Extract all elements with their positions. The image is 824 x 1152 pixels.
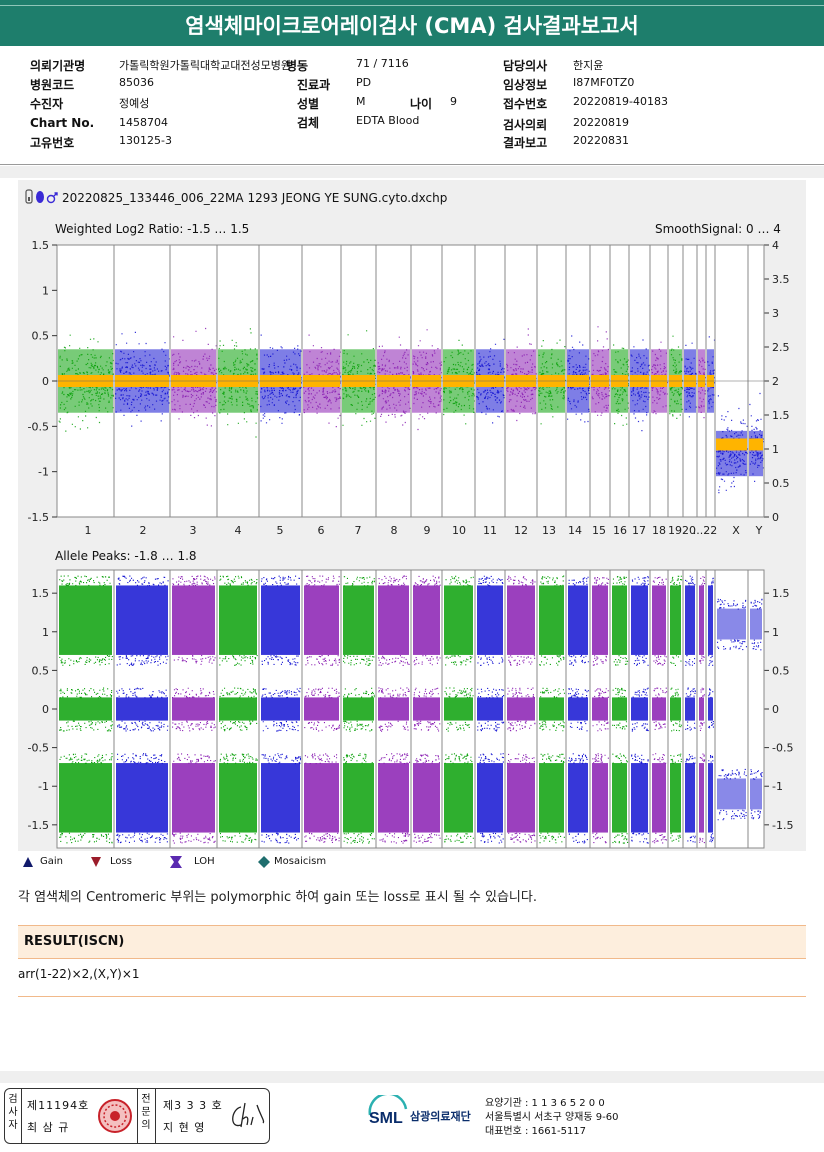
cma-figure-panel <box>18 180 806 851</box>
clinical-value: I87MF0TZ0 <box>573 76 635 89</box>
mosaicism-icon <box>258 856 270 868</box>
specialist-number: 제3 3 3 호 <box>163 1099 223 1112</box>
result-iscn: arr(1-22)×2,(X,Y)×1 <box>18 967 140 981</box>
chart-label: Chart No. <box>30 116 95 130</box>
institution-value: 가톨릭학원가톨릭대학교대전성모병원 <box>119 59 292 72</box>
specialist-name: 지 현 영 <box>163 1121 206 1134</box>
unique-value: 130125-3 <box>119 134 172 147</box>
footer-gap <box>0 1071 824 1083</box>
file-icons <box>24 188 60 209</box>
institution-label: 의뢰기관명 <box>30 59 86 73</box>
ward-label: 병동 <box>286 59 309 73</box>
chart-value: 1458704 <box>119 116 168 129</box>
loh-icon <box>170 856 182 868</box>
patient-label: 수진자 <box>30 97 64 111</box>
address: 서울특별시 서초구 양재동 9-60 <box>485 1112 619 1123</box>
report-date-label: 결과보고 <box>503 136 548 150</box>
result-heading-text: RESULT(ISCN) <box>24 934 125 949</box>
specimen-label: 검체 <box>297 116 320 130</box>
sml-logo: SML <box>366 1092 410 1139</box>
hospital-code-value: 85036 <box>119 76 154 89</box>
institution-info: 요양기관 : 1 1 3 6 5 2 0 0 서울특별시 서초구 양재동 9-6… <box>485 1097 618 1139</box>
doctor-value: 한지윤 <box>573 59 604 72</box>
patient-info: 의뢰기관명 가톨릭학원가톨릭대학교대전성모병원 병동 71 / 7116 담당의… <box>0 48 824 166</box>
result-divider <box>18 996 806 997</box>
org-name: 삼광의료재단 <box>410 1110 471 1123</box>
hospital-code-label: 병원코드 <box>30 78 75 92</box>
examiner-number: 제11194호 <box>27 1099 90 1112</box>
sml-logo-text: SML <box>369 1110 403 1127</box>
dept-value: PD <box>356 76 372 89</box>
specialist-vertical-label: 전문의 <box>141 1094 151 1131</box>
report-date-value: 20220831 <box>573 134 629 147</box>
request-date-label: 검사의뢰 <box>503 118 548 132</box>
sex-label: 성별 <box>297 97 320 111</box>
receipt-label: 접수번호 <box>503 97 548 111</box>
smooth-signal-title: SmoothSignal: 0 … 4 <box>655 222 781 236</box>
care-code: 요양기관 : 1 1 3 6 5 2 0 0 <box>485 1098 605 1109</box>
official-seal-icon <box>98 1099 132 1133</box>
log2-ratio-title: Weighted Log2 Ratio: -1.5 … 1.5 <box>55 222 250 236</box>
sex-value: M <box>356 95 366 108</box>
receipt-value: 20220819-40183 <box>573 95 668 108</box>
result-heading: RESULT(ISCN) <box>18 925 806 959</box>
dept-label: 진료과 <box>297 78 331 92</box>
patient-value: 정예성 <box>119 97 150 110</box>
request-date-value: 20220819 <box>573 116 629 129</box>
doctor-label: 담당의사 <box>503 59 548 73</box>
examiner-name: 최 삼 규 <box>27 1121 70 1134</box>
centromere-note: 각 염색체의 Centromeric 부위는 polymorphic 하여 ga… <box>18 890 537 905</box>
unique-label: 고유번호 <box>30 136 75 150</box>
legend-gain: Gain <box>40 856 63 867</box>
gain-icon <box>23 857 33 867</box>
signature-icon <box>232 1102 265 1128</box>
report-title-bar: 염색체마이크로어레이검사 (CMA) 검사결과보고서 <box>0 0 824 46</box>
data-filename: 20220825_133446_006_22MA 1293 JEONG YE S… <box>62 191 448 205</box>
specimen-value: EDTA Blood <box>356 114 420 127</box>
info-divider <box>0 164 824 165</box>
examiner-vertical-label: 검사자 <box>8 1094 18 1131</box>
report-title: 염색체마이크로어레이검사 (CMA) 검사결과보고서 <box>185 14 639 38</box>
section-gap <box>0 166 824 178</box>
age-value: 9 <box>450 95 457 108</box>
allele-peaks-title: Allele Peaks: -1.8 … 1.8 <box>55 549 197 563</box>
ward-value: 71 / 7116 <box>356 57 409 70</box>
loss-icon <box>91 857 101 867</box>
legend-loh: LOH <box>194 856 215 867</box>
age-label: 나이 <box>410 97 433 111</box>
phone: 대표번호 : 1661-5117 <box>485 1126 587 1137</box>
clinical-label: 임상정보 <box>503 78 548 92</box>
legend-loss: Loss <box>110 856 132 867</box>
signature-box: 검사자 제11194호 최 삼 규 전문의 제3 3 3 호 지 현 영 <box>4 1088 270 1144</box>
legend-mosaicism: Mosaicism <box>274 856 327 867</box>
